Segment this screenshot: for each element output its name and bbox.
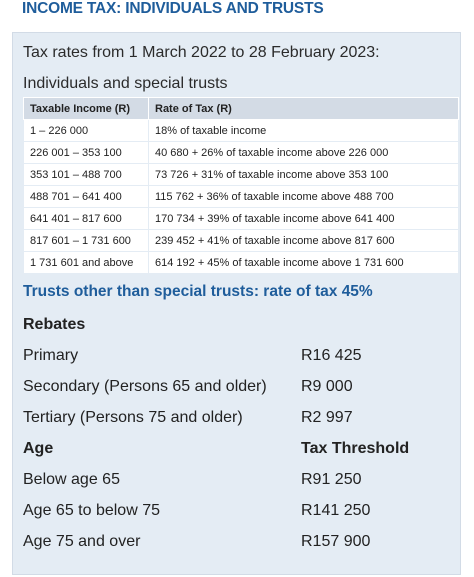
rebate-label: Primary — [23, 347, 79, 364]
age-label: Age 65 to below 75 — [23, 502, 160, 519]
rebates-heading-label: Rebates — [23, 316, 86, 333]
rate-cell: 73 726 + 31% of taxable income above 353… — [148, 163, 459, 186]
income-bracket-cell: 1 731 601 and above — [23, 251, 149, 274]
age-label: Age 75 and over — [23, 533, 141, 550]
column-header-taxable-income: Taxable Income (R) — [23, 97, 149, 120]
rate-cell: 115 762 + 36% of taxable income above 48… — [148, 185, 459, 208]
tax-threshold-heading: Tax Threshold — [301, 440, 410, 457]
table-row: 488 701 – 641 400 115 762 + 36% of taxab… — [23, 185, 459, 208]
rebate-value: R9 000 — [301, 378, 353, 395]
table-row: 1 731 601 and above 614 192 + 45% of tax… — [23, 251, 459, 274]
income-bracket-cell: 817 601 – 1 731 600 — [23, 229, 149, 252]
table-row: 353 101 – 488 700 73 726 + 31% of taxabl… — [23, 163, 459, 186]
table-row: 226 001 – 353 100 40 680 + 26% of taxabl… — [23, 141, 459, 164]
tax-info-panel: Tax rates from 1 March 2022 to 28 Februa… — [12, 32, 461, 575]
income-bracket-cell: 1 – 226 000 — [23, 119, 149, 142]
income-bracket-cell: 226 001 – 353 100 — [23, 141, 149, 164]
rate-cell: 40 680 + 26% of taxable income above 226… — [148, 141, 459, 164]
table-row: 817 601 – 1 731 600 239 452 + 41% of tax… — [23, 229, 459, 252]
income-bracket-cell: 353 101 – 488 700 — [23, 163, 149, 186]
table-caption: Individuals and special trusts — [23, 75, 228, 92]
threshold-value: R157 900 — [301, 533, 371, 550]
rebate-value: R16 425 — [301, 347, 362, 364]
table-row: 1 – 226 000 18% of taxable income — [23, 119, 459, 142]
rebate-label: Tertiary (Persons 75 and older) — [23, 409, 243, 426]
threshold-value: R141 250 — [301, 502, 371, 519]
rebate-value: R2 997 — [301, 409, 353, 426]
tax-rates-table: Taxable Income (R) Rate of Tax (R) 1 – 2… — [23, 97, 459, 274]
age-heading: Age — [23, 440, 54, 457]
page-title: INCOME TAX: INDIVIDUALS AND TRUSTS — [22, 0, 324, 17]
threshold-value: R91 250 — [301, 471, 362, 488]
rate-cell: 239 452 + 41% of taxable income above 81… — [148, 229, 459, 252]
tax-period-intro: Tax rates from 1 March 2022 to 28 Februa… — [23, 44, 380, 61]
table-row: 641 401 – 817 600 170 734 + 39% of taxab… — [23, 207, 459, 230]
column-header-rate-of-tax: Rate of Tax (R) — [148, 97, 459, 120]
rate-cell: 614 192 + 45% of taxable income above 1 … — [148, 251, 459, 274]
table-header-row: Taxable Income (R) Rate of Tax (R) — [23, 97, 459, 120]
rebate-label: Secondary (Persons 65 and older) — [23, 378, 267, 395]
income-bracket-cell: 641 401 – 817 600 — [23, 207, 149, 230]
trusts-rate-note: Trusts other than special trusts: rate o… — [23, 283, 373, 300]
income-bracket-cell: 488 701 – 641 400 — [23, 185, 149, 208]
rate-cell: 18% of taxable income — [148, 119, 459, 142]
age-label: Below age 65 — [23, 471, 120, 488]
rate-cell: 170 734 + 39% of taxable income above 64… — [148, 207, 459, 230]
